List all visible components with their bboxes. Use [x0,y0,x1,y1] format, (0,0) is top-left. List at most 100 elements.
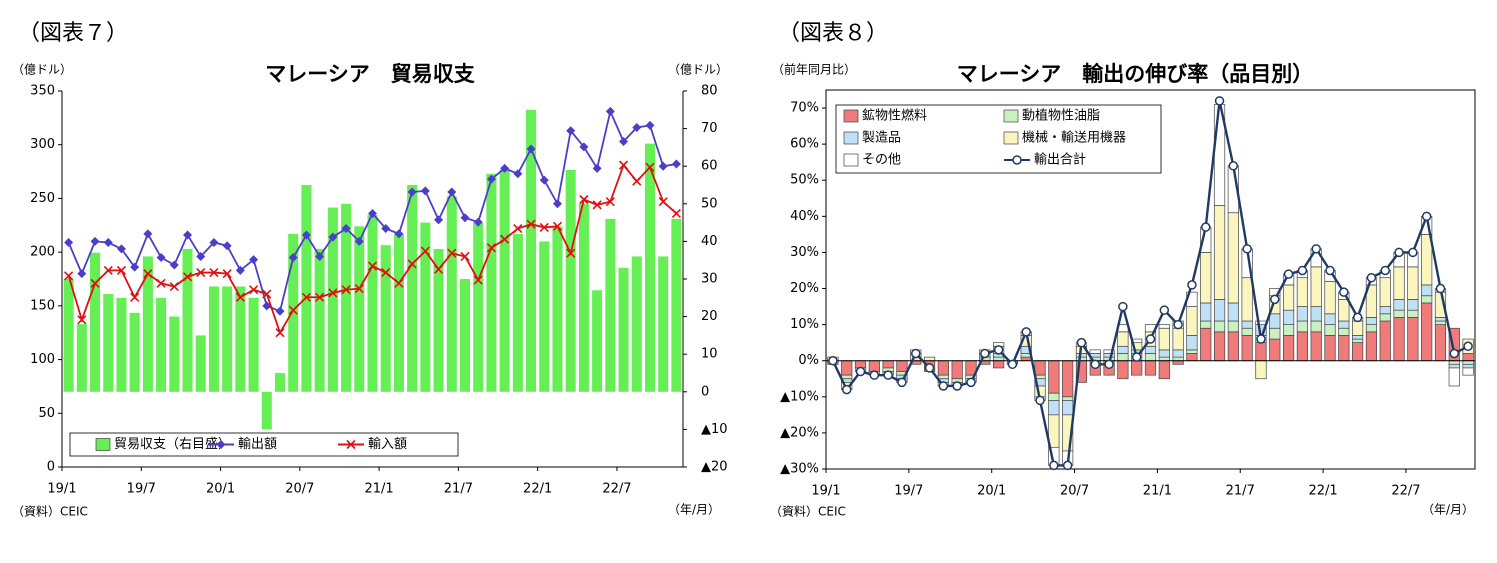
marker [1104,359,1114,370]
marker [1090,359,1101,370]
bar-segment [937,374,949,380]
bar-segment [1379,320,1391,362]
marker [500,234,510,244]
marker [952,381,962,391]
marker [897,377,907,388]
source: （資料）CEIC [770,505,846,519]
bar-segment [1213,320,1226,333]
bar [354,226,365,392]
bar [420,222,431,392]
bar [578,203,589,392]
marker [367,261,378,271]
marker [486,243,496,253]
marker [1049,460,1059,471]
bar-segment [1131,360,1143,376]
marker [354,236,364,246]
marker [288,253,298,263]
marker [143,269,153,279]
x-tick-label: 20/1 [206,482,235,497]
x-tick-label: 19/7 [894,484,923,499]
bar-segment [1310,320,1322,333]
marker [182,272,193,282]
bar-segment [1338,299,1350,322]
bar-segment [882,360,894,369]
y-tick-label: 100 [30,352,55,367]
marker [460,213,470,223]
marker [90,236,100,246]
bar-segment [1352,338,1364,344]
marker [1256,334,1266,344]
bar-segment [1144,353,1157,362]
y-tick-label: 0% [798,353,819,368]
bar-segment [1407,317,1419,362]
bar-segment [993,360,1005,369]
y-tick-label: 350 [30,84,55,99]
bar-segment [1020,356,1032,362]
bar [76,324,87,392]
marker [341,224,351,234]
bar [116,297,127,392]
marker [130,262,140,272]
legend-label: 鉱物性燃料 [862,108,927,124]
bar-segment [1144,360,1157,376]
bar [473,222,484,392]
marker [1021,327,1031,337]
bar-segment [1434,324,1447,362]
bar-segment [1269,327,1281,340]
marker [828,355,838,366]
marker [381,224,391,234]
marker [841,384,852,395]
legend-swatch [1003,109,1019,123]
bar-segment [1462,367,1474,376]
marker [500,163,510,173]
bar-segment [1310,266,1322,307]
bar [208,286,219,392]
y2-tick-label: 50 [701,196,718,211]
bar-segment [1462,360,1474,365]
marker [183,230,193,240]
source: （資料）CEIC [12,505,88,519]
marker [645,162,655,172]
x-tick-label: 22/7 [602,482,631,497]
bar-segment [1227,302,1239,322]
bar-segment [1324,280,1336,315]
marker [966,377,976,388]
bar-segment [1075,356,1088,362]
marker [90,278,100,288]
bar-segment [1172,349,1184,358]
marker [1311,244,1321,254]
bar [129,312,140,392]
legend-label: 動植物性油脂 [1022,109,1100,124]
marker [883,370,893,380]
marker [1131,352,1142,362]
marker [1283,269,1294,279]
bar [288,233,299,392]
marker [169,260,179,270]
bar-segment [868,360,880,372]
legend-label: 輸出額 [238,437,277,452]
x-tick-label: 19/1 [811,484,840,499]
bar-segment [1379,313,1391,322]
y-tick-label: 20% [790,281,819,296]
legend-swatch [843,153,859,167]
bar-segment [1365,324,1378,333]
marker [64,271,74,281]
marker [1076,337,1087,348]
bar-segment [841,374,853,380]
bar-segment [1365,317,1378,325]
marker [301,292,312,302]
x-tick-label: 22/1 [1309,484,1338,499]
bar-segment [1448,367,1460,387]
bar-segment [1393,299,1405,311]
bar-segment [951,360,963,380]
marker [288,305,298,315]
figure-label: （図表７） [18,21,128,46]
y-tick-label: ▲30% [780,462,819,477]
marker [513,223,523,234]
bar-segment [1434,320,1447,325]
marker [130,292,140,302]
bar [63,279,74,392]
marker [513,169,523,179]
bar [261,391,272,430]
marker [1200,222,1211,232]
